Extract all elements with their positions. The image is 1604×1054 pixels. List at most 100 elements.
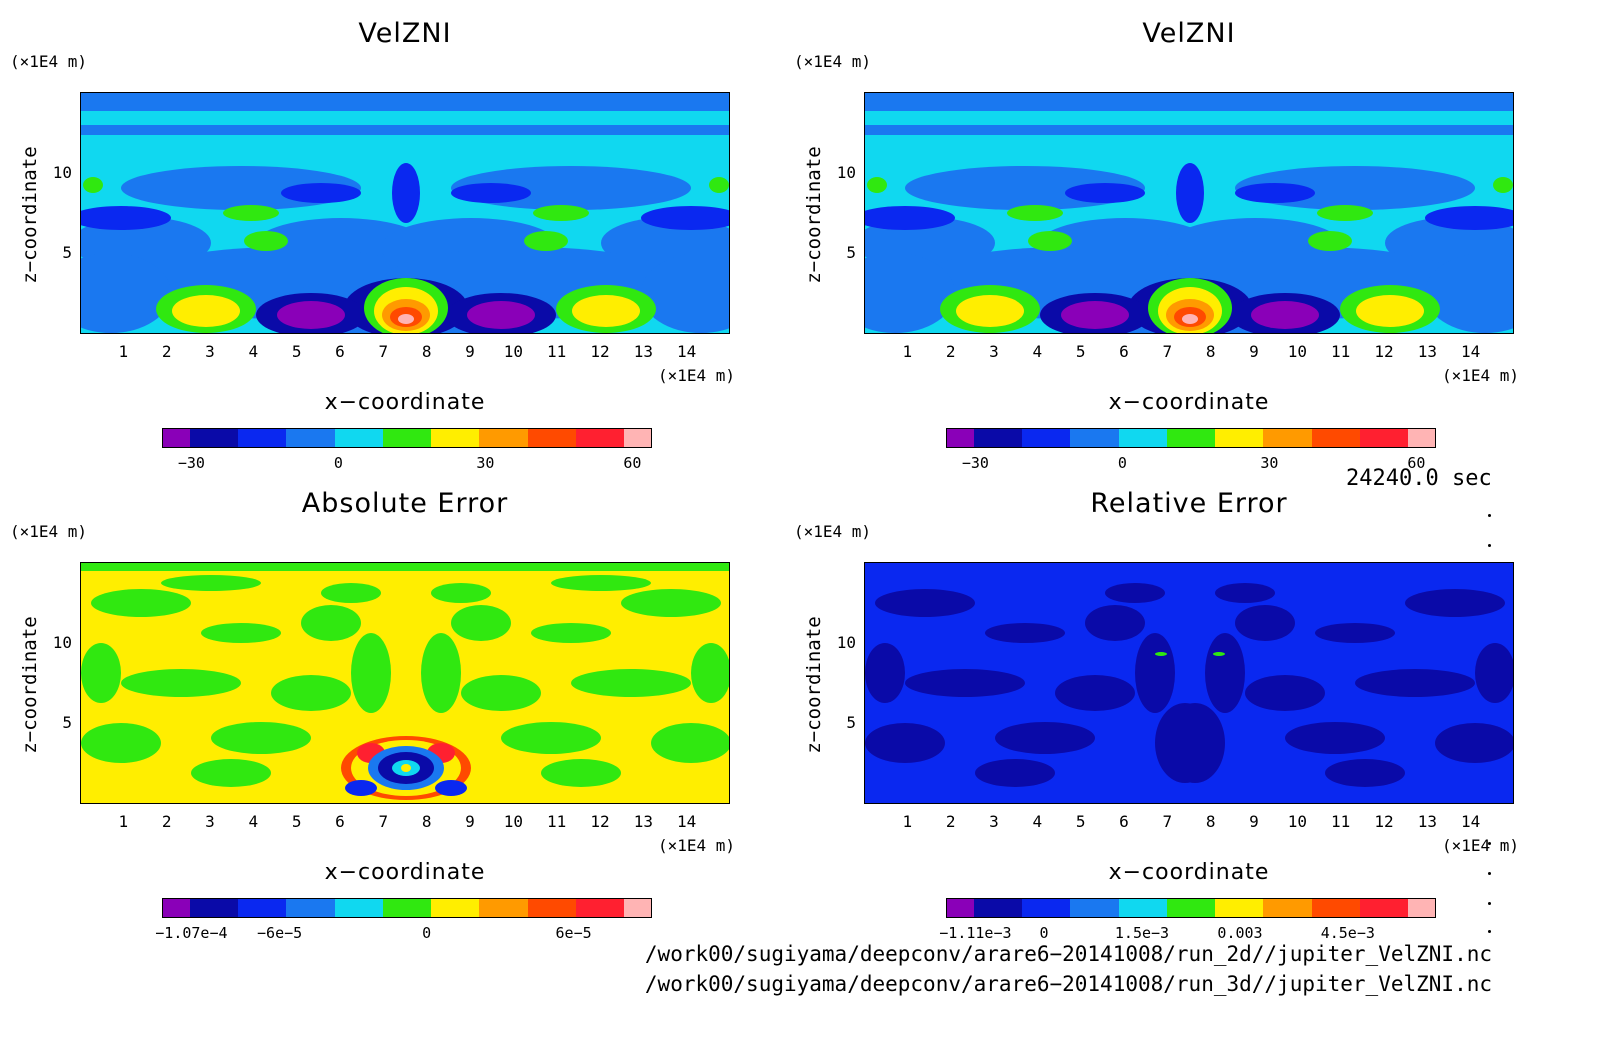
colorbar xyxy=(162,898,652,918)
contour-plot xyxy=(80,92,730,334)
colorbar-segment xyxy=(527,899,577,917)
x-unit-label: (×1E4 m) xyxy=(658,366,736,385)
colorbar-segment xyxy=(1263,429,1312,447)
contour-svg xyxy=(81,93,729,333)
contour-region xyxy=(1235,183,1315,203)
colorbar-segment xyxy=(576,899,625,917)
x-tick-label: 5 xyxy=(1075,342,1086,361)
x-tick-label: 4 xyxy=(248,342,259,361)
colorbar-segment xyxy=(163,899,190,917)
contour-svg xyxy=(81,563,729,803)
x-axis-label: x−coordinate xyxy=(1108,390,1270,415)
colorbar-segment xyxy=(576,429,625,447)
x-tick-label: 7 xyxy=(378,342,389,361)
y-tick-label: 10 xyxy=(836,632,856,652)
y-axis-label: z−coordinate xyxy=(19,146,41,284)
colorbar xyxy=(162,428,652,448)
contour-region xyxy=(1425,206,1513,230)
x-tick-label: 12 xyxy=(590,342,610,361)
contour-svg xyxy=(865,563,1513,803)
y-tick-label: 10 xyxy=(836,162,856,182)
x-unit-label: (×1E4 m) xyxy=(1442,366,1520,385)
x-tick-label: 3 xyxy=(205,342,215,361)
contour-region xyxy=(1435,723,1513,763)
contour-region xyxy=(201,623,281,643)
contour-region xyxy=(81,206,171,230)
x-tick-label: 13 xyxy=(1417,342,1437,361)
contour-region xyxy=(345,780,377,796)
marker-dot xyxy=(1488,930,1491,933)
colorbar-segment xyxy=(1021,429,1071,447)
x-tick-label: 6 xyxy=(335,342,345,361)
contour-region xyxy=(865,206,955,230)
marker-dot xyxy=(1488,872,1491,875)
contour-region xyxy=(1028,231,1072,251)
x-unit-label: (×1E4 m) xyxy=(1442,836,1520,855)
panel-velzni-2d: VelZNI (×1E4 m) z−coordinate 1 2 3 4 5 6 7 8 9 10 11 1… xyxy=(0,0,780,480)
contour-region xyxy=(572,295,640,327)
contour-region xyxy=(865,643,905,703)
x-tick-label: 4 xyxy=(248,812,259,831)
x-tick-label: 1 xyxy=(118,342,129,361)
colorbar-segment xyxy=(973,429,1022,447)
colorbar-segment xyxy=(1311,429,1361,447)
x-tick-label: 5 xyxy=(291,342,302,361)
x-tick-label: 10 xyxy=(503,342,523,361)
colorbar-tick-label: 6e−5 xyxy=(555,924,592,942)
contour-region xyxy=(551,575,651,591)
x-tick-label: 7 xyxy=(378,812,389,831)
contour-plot xyxy=(864,92,1514,334)
contour-region xyxy=(1355,669,1475,697)
contour-region xyxy=(321,583,381,603)
marker-dot xyxy=(1488,544,1491,547)
contour-region xyxy=(867,177,887,193)
contour-region xyxy=(121,669,241,697)
colorbar-tick-label: 0.003 xyxy=(1217,924,1263,942)
panel-absolute-error: Absolute Error (×1E4 m) z−coordinate 1 2 3 4 5 6… xyxy=(0,470,780,950)
colorbar-segment xyxy=(163,429,190,447)
contour-region xyxy=(172,295,240,327)
contour-band xyxy=(81,125,729,135)
y-tick-label: 5 xyxy=(846,243,856,263)
contour-region xyxy=(533,205,589,221)
colorbar-tick-label: 30 xyxy=(1260,454,1279,472)
colorbar-segment xyxy=(189,899,238,917)
y-axis-label: z−coordinate xyxy=(19,616,41,754)
x-tick-label: 3 xyxy=(989,812,999,831)
contour-region xyxy=(709,177,729,193)
contour-band xyxy=(81,563,729,571)
x-tick-label: 4 xyxy=(1032,812,1043,831)
x-tick-label: 8 xyxy=(1205,342,1216,361)
colorbar-segment xyxy=(237,899,287,917)
marker-dot xyxy=(1488,902,1491,905)
contour-region xyxy=(1308,231,1352,251)
x-tick-label: 11 xyxy=(547,812,567,831)
x-tick-label: 7 xyxy=(1162,342,1173,361)
x-tick-label: 3 xyxy=(205,812,215,831)
x-tick-label: 4 xyxy=(1032,342,1043,361)
contour-region xyxy=(451,183,531,203)
contour-region xyxy=(301,605,361,641)
contour-region xyxy=(1475,643,1513,703)
time-label: 24240.0 sec xyxy=(1346,466,1492,491)
contour-region xyxy=(995,722,1095,754)
contour-plot xyxy=(80,562,730,804)
contour-region xyxy=(1493,177,1513,193)
x-tick-label: 9 xyxy=(1249,342,1259,361)
contour-band xyxy=(865,93,1513,111)
contour-region xyxy=(211,722,311,754)
contour-region xyxy=(1215,583,1275,603)
x-tick-label: 12 xyxy=(590,812,610,831)
contour-region xyxy=(401,764,411,772)
contour-region xyxy=(161,575,261,591)
contour-region xyxy=(81,723,161,763)
colorbar-segment xyxy=(334,899,383,917)
x-tick-label: 9 xyxy=(1249,812,1259,831)
contour-region xyxy=(91,589,191,617)
contour-region xyxy=(641,206,729,230)
panel-title: VelZNI xyxy=(358,18,452,49)
contour-region xyxy=(1155,652,1167,656)
x-tick-label: 10 xyxy=(1287,342,1307,361)
colorbar-segment xyxy=(431,429,480,447)
x-axis-label: x−coordinate xyxy=(1108,860,1270,885)
